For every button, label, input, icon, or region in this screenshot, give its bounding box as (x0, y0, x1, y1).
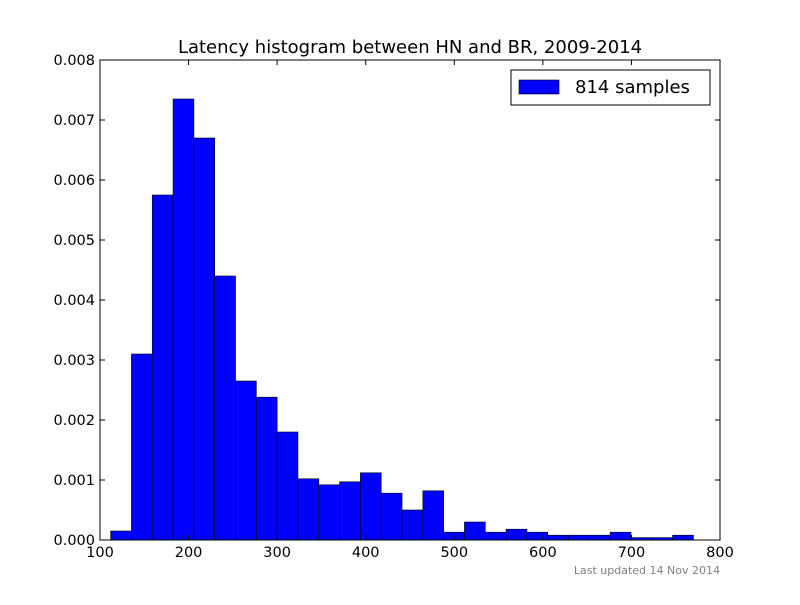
histogram-bar (318, 484, 340, 541)
legend-label: 814 samples (575, 77, 690, 98)
histogram-bar (609, 531, 632, 541)
histogram-bar (256, 396, 278, 541)
histogram-bar (151, 194, 174, 541)
x-tick-label: 300 (263, 545, 291, 561)
y-tick-label: 0.002 (53, 413, 95, 429)
histogram-bar (131, 353, 153, 541)
x-tick-label: 400 (352, 545, 380, 561)
x-tick-label: 600 (529, 545, 557, 561)
x-tick-label: 700 (618, 545, 646, 561)
x-tick-label: 200 (175, 545, 203, 561)
histogram-bar (672, 534, 694, 541)
histogram-bar (547, 534, 569, 541)
y-tick-label: 0.008 (53, 53, 95, 69)
histogram-bar (464, 521, 486, 541)
histogram-bar (526, 531, 549, 541)
y-tick-label: 0.006 (53, 173, 95, 189)
histogram-bar (339, 481, 361, 541)
legend: 814 samples (510, 69, 711, 106)
x-tick-label: 800 (706, 545, 734, 561)
x-tick-label: 100 (86, 545, 114, 561)
ticks-layer: 100 200 300 400 500 600 700 800 0.000 0.001 0.002 0… (53, 53, 733, 561)
y-tick-label: 0.003 (53, 353, 95, 369)
histogram-bar (235, 380, 257, 541)
histogram-bar (276, 431, 299, 541)
legend-swatch (518, 79, 560, 95)
histogram-bar (401, 509, 424, 541)
y-tick-label: 0.000 (53, 533, 95, 549)
histogram-bar (505, 528, 528, 541)
histogram-bar (110, 530, 132, 541)
histogram-bar (380, 492, 403, 541)
histogram-bar (568, 534, 590, 541)
histogram-bar (422, 490, 444, 541)
histogram-bar (589, 534, 611, 541)
bars-layer (110, 98, 694, 541)
chart-title: Latency histogram between HN and BR, 200… (178, 37, 642, 58)
histogram-bar (172, 98, 195, 541)
x-tick-label: 500 (440, 545, 468, 561)
y-tick-label: 0.007 (53, 113, 95, 129)
y-tick-label: 0.005 (53, 233, 95, 249)
y-tick-label: 0.001 (53, 473, 95, 489)
histogram-bar (360, 472, 382, 541)
footer-note: Last updated 14 Nov 2014 (574, 564, 720, 577)
y-tick-label: 0.004 (53, 293, 95, 309)
histogram-bar (214, 275, 236, 541)
histogram-bar (193, 137, 215, 541)
histogram-bar (484, 531, 507, 541)
histogram-bar (297, 478, 320, 541)
